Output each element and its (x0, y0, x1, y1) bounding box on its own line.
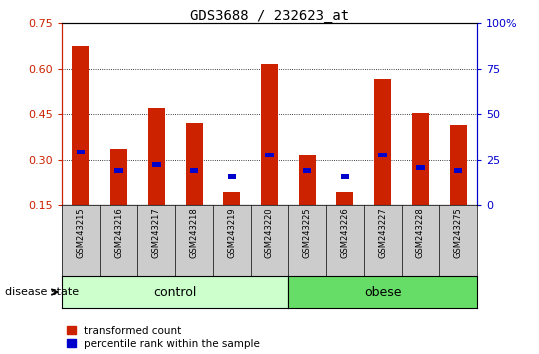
Bar (223, 192, 240, 205)
Bar (152, 162, 161, 167)
Text: GSM243216: GSM243216 (114, 207, 123, 258)
Text: GSM243219: GSM243219 (227, 207, 236, 258)
Text: GSM243226: GSM243226 (341, 207, 349, 258)
Bar (72, 46, 89, 205)
Bar (454, 168, 462, 173)
Bar (114, 168, 123, 173)
Bar (412, 113, 429, 205)
Bar (416, 165, 425, 170)
Text: GSM243228: GSM243228 (416, 207, 425, 258)
Text: GSM243227: GSM243227 (378, 207, 387, 258)
Text: obese: obese (364, 286, 402, 298)
Bar (110, 149, 127, 205)
Bar (303, 168, 312, 173)
Text: GSM243217: GSM243217 (152, 207, 161, 258)
Text: control: control (154, 286, 197, 298)
Bar (299, 155, 316, 205)
Text: GDS3688 / 232623_at: GDS3688 / 232623_at (190, 9, 349, 23)
Text: GSM243225: GSM243225 (303, 207, 312, 258)
Text: disease state: disease state (5, 287, 80, 297)
Text: GSM243215: GSM243215 (77, 207, 85, 258)
Bar (374, 79, 391, 205)
Bar (148, 108, 165, 205)
Bar (265, 153, 274, 158)
Bar (336, 192, 354, 205)
Bar (185, 123, 203, 205)
Bar (341, 174, 349, 179)
Text: GSM243275: GSM243275 (454, 207, 462, 258)
Bar (378, 153, 387, 158)
Text: GSM243220: GSM243220 (265, 207, 274, 258)
Legend: transformed count, percentile rank within the sample: transformed count, percentile rank withi… (67, 326, 260, 349)
Text: GSM243218: GSM243218 (190, 207, 198, 258)
Bar (77, 150, 85, 154)
Bar (190, 168, 198, 173)
Bar (261, 64, 278, 205)
Bar (227, 174, 236, 179)
Bar (450, 125, 467, 205)
